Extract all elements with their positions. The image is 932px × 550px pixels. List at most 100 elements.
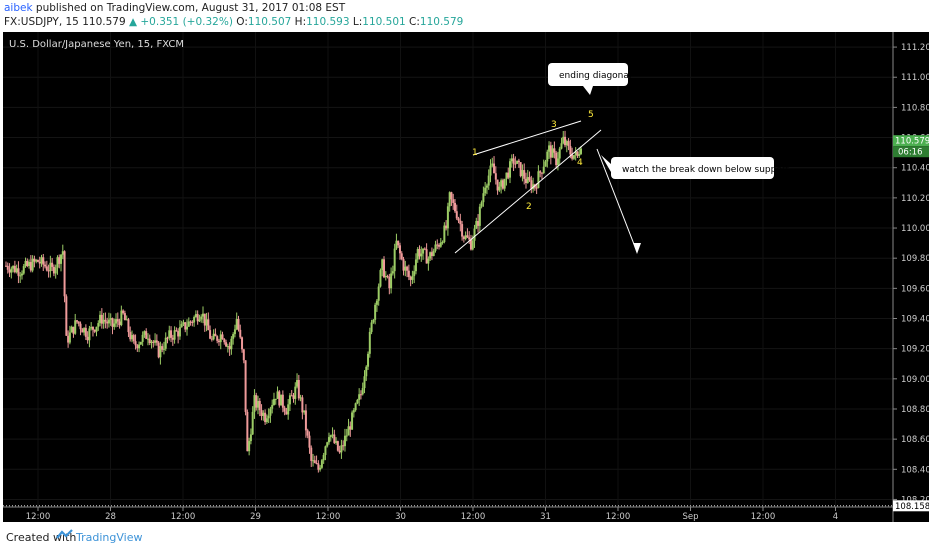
candle xyxy=(567,138,570,151)
candle xyxy=(209,325,212,340)
price-chart[interactable]: 111.200111.000110.800110.600110.400110.2… xyxy=(3,32,932,522)
candle xyxy=(51,257,54,272)
candle xyxy=(574,147,577,161)
candle xyxy=(404,260,407,277)
breakdown-callout: watch the break down below support xyxy=(601,155,790,179)
candle xyxy=(58,254,61,269)
candle xyxy=(409,275,412,287)
current-price-label: 110.579 06:16 xyxy=(893,135,930,158)
current-price-text: 110.579 xyxy=(895,137,929,147)
candle xyxy=(141,331,144,347)
candle xyxy=(320,458,323,469)
candle xyxy=(258,398,261,417)
candle xyxy=(480,200,483,209)
candle xyxy=(134,334,137,350)
candle xyxy=(138,341,141,353)
candle xyxy=(558,146,561,165)
candle xyxy=(200,314,203,323)
candle xyxy=(10,266,13,279)
candle xyxy=(539,170,542,178)
candle xyxy=(230,336,233,355)
wave-label-4: 4 xyxy=(577,158,583,168)
candle xyxy=(116,312,119,327)
author-link[interactable]: aibek xyxy=(4,2,33,14)
candle xyxy=(342,440,345,451)
candle xyxy=(375,299,378,312)
candle xyxy=(253,389,256,419)
candle xyxy=(368,327,371,358)
candle xyxy=(120,305,123,327)
candle xyxy=(22,263,25,275)
countdown-text: 06:16 xyxy=(898,148,923,158)
candle xyxy=(216,335,219,344)
candle xyxy=(180,320,183,328)
candle xyxy=(125,315,128,321)
candle xyxy=(491,157,494,168)
candle xyxy=(267,408,270,424)
wave-label-2: 2 xyxy=(526,202,532,212)
candle xyxy=(40,254,43,267)
chart-area[interactable]: 111.200111.000110.800110.600110.400110.2… xyxy=(3,32,932,522)
symbol-name: FX:USDJPY, 15 xyxy=(4,16,79,28)
candle xyxy=(358,388,361,406)
time-axis-ticks: 12:00 28 12:00 29 12:00 30 12:00 31 12:00 Sep 12:0… xyxy=(26,507,838,522)
candle xyxy=(241,336,244,353)
candle xyxy=(127,317,130,338)
breakdown-text: watch the break down below support xyxy=(622,165,790,175)
breakdown-arrow-head xyxy=(633,243,641,254)
time-tick-label: 30 xyxy=(395,512,406,522)
candle xyxy=(287,399,290,420)
candle xyxy=(367,351,370,370)
price-tick-label: 110.800 xyxy=(901,103,929,113)
candle xyxy=(38,256,41,269)
candle xyxy=(327,432,330,445)
candle xyxy=(501,178,504,190)
candle xyxy=(285,407,288,415)
price-tick-label: 108.400 xyxy=(901,465,929,475)
candle xyxy=(464,231,467,241)
candle xyxy=(485,183,488,195)
candle xyxy=(8,263,11,278)
candle xyxy=(86,331,89,344)
price-axis-bg xyxy=(893,32,929,522)
last-price: 110.579 xyxy=(82,16,126,28)
candle xyxy=(313,455,316,464)
candle xyxy=(182,319,185,326)
high-label: H: xyxy=(294,16,307,28)
candle xyxy=(255,392,258,411)
candle xyxy=(446,202,449,236)
candle xyxy=(171,334,174,346)
candle xyxy=(283,405,286,416)
candle xyxy=(555,150,558,169)
candle xyxy=(60,254,63,272)
candle xyxy=(351,410,354,430)
candle xyxy=(411,270,414,284)
candle xyxy=(457,216,460,224)
candle xyxy=(548,141,551,159)
candle xyxy=(44,261,47,269)
tradingview-brand[interactable]: TradingView xyxy=(76,531,143,544)
candle xyxy=(372,318,375,324)
candle xyxy=(232,332,235,345)
candle xyxy=(512,153,515,172)
candle xyxy=(157,341,160,359)
candle xyxy=(475,217,478,230)
candle xyxy=(106,317,109,329)
candle xyxy=(88,325,91,348)
candle xyxy=(427,256,430,271)
candle xyxy=(407,264,410,281)
candle xyxy=(68,325,71,345)
candle xyxy=(219,330,222,350)
candle xyxy=(223,338,226,345)
price-tick-label: 109.600 xyxy=(901,284,929,294)
breakdown-arrow-line xyxy=(596,148,638,253)
price-tick-label: 109.000 xyxy=(901,375,929,385)
candle xyxy=(212,329,215,341)
candle xyxy=(17,261,20,284)
candle xyxy=(122,309,125,315)
candle xyxy=(436,239,439,250)
candle xyxy=(100,308,103,329)
candle xyxy=(343,428,346,452)
candle xyxy=(246,409,249,452)
candle xyxy=(572,155,575,161)
